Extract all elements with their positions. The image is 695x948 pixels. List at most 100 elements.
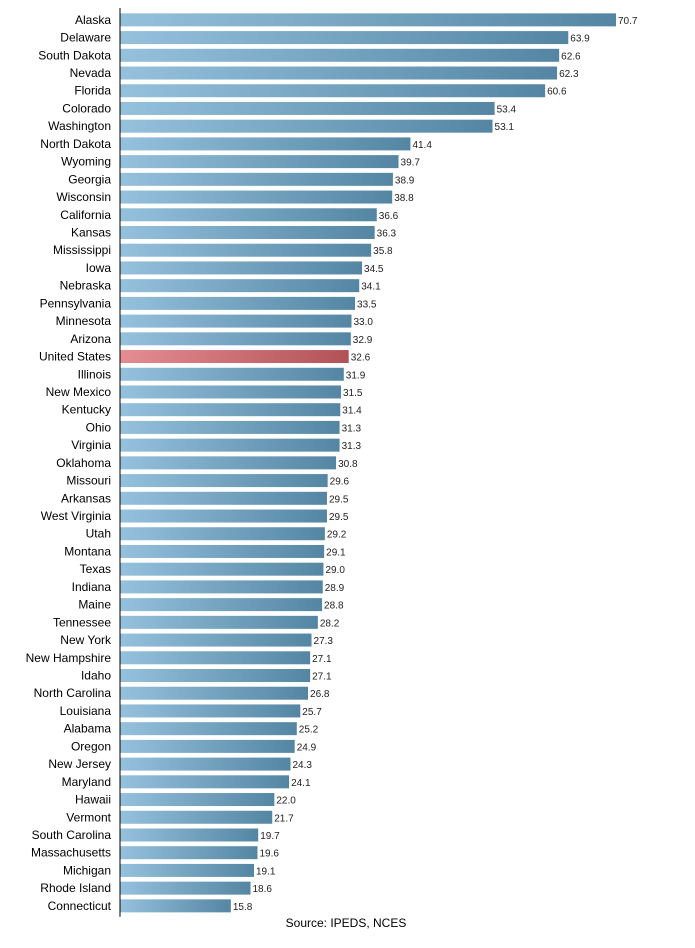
bar-new-hampshire [120,651,310,664]
bar-nevada [120,67,557,80]
category-label: Louisiana [60,704,112,718]
bar-pennsylvania [120,297,355,310]
value-label: 60.6 [547,87,567,98]
bar-south-dakota [120,49,559,62]
bar-illinois [120,368,344,381]
bar-oklahoma [120,456,336,469]
bar-west-virginia [120,510,327,523]
category-label: Ohio [86,420,112,434]
value-label: 36.6 [379,211,399,222]
value-label: 34.1 [361,282,381,293]
category-label: Oklahoma [56,456,111,470]
bar-ohio [120,421,340,434]
value-label: 29.5 [329,494,349,505]
bar-mississippi [120,244,371,257]
bar-colorado [120,102,495,115]
bar-maryland [120,775,289,788]
value-label: 28.2 [320,618,340,629]
category-label: Wisconsin [56,190,111,204]
bar-new-york [120,634,312,647]
bar-north-carolina [120,687,308,700]
value-label: 31.9 [346,370,366,381]
value-label: 31.3 [342,441,362,452]
bar-massachusetts [120,846,258,859]
category-label: North Carolina [34,686,112,700]
value-label: 31.3 [342,423,362,434]
bar-new-mexico [120,385,341,398]
category-label: Arkansas [61,491,111,505]
category-label: Missouri [66,474,111,488]
category-label: Rhode Island [40,881,111,895]
bar-chart: Alaska 70.7Delaware 63.9South Dakota 62.6Ne… [0,0,695,948]
category-label: Kansas [71,226,111,240]
value-label: 30.8 [338,459,358,470]
bar-vermont [120,811,272,824]
source-note: Source: IPEDS, NCES [286,916,407,930]
category-label: Texas [80,562,111,576]
plot-area: Alaska 70.7 Delaware 63.9 South Dakota 62.6 Ne… [26,13,638,913]
value-label: 19.6 [260,849,280,860]
category-label: New Jersey [48,757,111,771]
value-label: 62.6 [561,51,581,62]
category-label: California [60,208,111,222]
category-label: Minnesota [56,314,112,328]
value-label: 53.4 [497,104,517,115]
value-label: 63.9 [570,34,590,45]
bar-wisconsin [120,191,392,204]
value-label: 29.1 [326,547,346,558]
category-label: Idaho [81,669,111,683]
category-label: Tennessee [53,615,111,629]
value-label: 28.8 [324,601,344,612]
bar-utah [120,527,325,540]
category-label: Iowa [86,261,112,275]
bar-wyoming [120,155,399,168]
category-label: Mississippi [53,243,111,257]
value-label: 25.7 [302,707,322,718]
bar-north-dakota [120,137,410,150]
bar-washington [120,120,493,133]
category-label: Illinois [78,367,111,381]
value-label: 19.7 [260,831,280,842]
value-label: 62.3 [559,69,579,80]
value-label: 24.3 [292,760,312,771]
bar-maine [120,598,322,611]
bar-oregon [120,740,295,753]
category-label: Oregon [71,739,111,753]
category-label: New Hampshire [26,651,112,665]
value-label: 38.8 [394,193,414,204]
bar-arizona [120,332,351,345]
value-label: 41.4 [412,140,432,151]
value-label: 29.6 [330,477,350,488]
category-label: Montana [64,544,111,558]
bar-kansas [120,226,375,239]
category-label: Connecticut [48,899,112,913]
value-label: 53.1 [495,122,515,133]
category-label: West Virginia [41,509,112,523]
bar-nebraska [120,279,359,292]
category-label: Arizona [70,332,111,346]
bar-united-states [120,350,349,363]
bar-connecticut [120,899,231,912]
bar-south-carolina [120,828,258,841]
category-label: North Dakota [40,137,111,151]
value-label: 32.6 [351,353,371,364]
category-label: Indiana [72,580,112,594]
category-label: Hawaii [75,793,111,807]
bar-tennessee [120,616,318,629]
value-label: 31.5 [343,388,363,399]
value-label: 24.9 [297,742,317,753]
category-label: Massachusetts [31,846,111,860]
bar-texas [120,563,323,576]
value-label: 18.6 [252,884,272,895]
value-label: 33.5 [357,299,377,310]
value-label: 19.1 [256,866,276,877]
bar-indiana [120,580,323,593]
value-label: 32.9 [353,335,373,346]
bar-iowa [120,261,362,274]
category-label: Maine [78,598,111,612]
category-label: Nebraska [60,279,112,293]
value-label: 22.0 [276,796,296,807]
bar-rhode-island [120,882,250,895]
category-label: Colorado [62,101,111,115]
category-label: Nevada [70,66,112,80]
